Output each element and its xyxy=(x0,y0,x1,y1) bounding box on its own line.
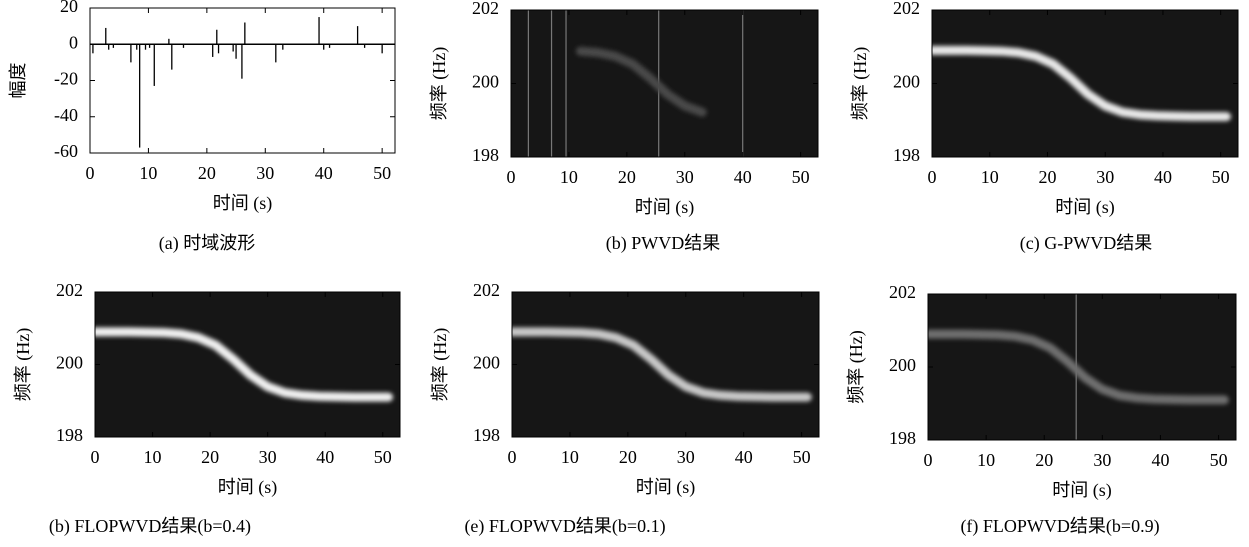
x-tick-label: 40 xyxy=(735,447,753,467)
x-tick-label: 30 xyxy=(256,163,274,183)
caption: (f) FLOPWVD结果(b=0.9) xyxy=(960,516,1159,537)
ridge xyxy=(512,327,812,402)
x-tick-label: 10 xyxy=(977,450,995,470)
plot-area xyxy=(90,17,395,148)
plot-area xyxy=(928,294,1236,440)
caption: (a) 时域波形 xyxy=(159,233,255,254)
x-tick-label: 20 xyxy=(1038,167,1056,187)
y-tick-label: 198 xyxy=(472,145,499,165)
x-axis-label: 时间 (s) xyxy=(218,477,278,498)
x-tick-label: 20 xyxy=(619,447,637,467)
panel: 0 10 20 30 40 50 198 200 202 时间 (s) 频率 (Hz) (c) G-P… xyxy=(850,0,1239,254)
x-tick-label: 0 xyxy=(507,167,516,187)
x-tick-label: 30 xyxy=(1096,167,1114,187)
x-tick-label: 0 xyxy=(86,163,95,183)
y-tick-label: 198 xyxy=(893,145,920,165)
y-axis-label: 频率 (Hz) xyxy=(846,330,867,403)
x-tick-label: 30 xyxy=(677,447,695,467)
y-tick-label: -20 xyxy=(54,69,78,89)
x-tick-label: 40 xyxy=(315,163,333,183)
x-tick-label: 10 xyxy=(981,167,999,187)
ridge xyxy=(576,46,707,117)
ridge xyxy=(95,327,393,402)
x-tick-label: 40 xyxy=(734,167,752,187)
background xyxy=(511,10,818,157)
panel: 0 10 20 30 40 50 198 200 202 时间 (s) 频率 (Hz) (f) FLO… xyxy=(846,282,1237,537)
x-tick-label: 20 xyxy=(201,447,219,467)
plot-area xyxy=(512,292,819,437)
y-tick-label: 200 xyxy=(893,72,920,92)
background xyxy=(928,294,1236,440)
y-axis-label: 频率 (Hz) xyxy=(430,328,451,401)
panel: 0 10 20 30 40 50 198 200 202 时间 (s) 频率 (Hz) (b) PWV… xyxy=(429,0,819,254)
axis-box xyxy=(89,7,396,154)
x-tick-label: 30 xyxy=(259,447,277,467)
x-tick-label: 50 xyxy=(793,447,811,467)
x-tick-label: 20 xyxy=(198,163,216,183)
caption: (e) FLOPWVD结果(b=0.1) xyxy=(464,516,665,537)
x-tick-label: 0 xyxy=(91,447,100,467)
y-tick-label: 198 xyxy=(56,425,83,445)
y-tick-label: 202 xyxy=(472,0,499,18)
x-tick-label: 50 xyxy=(373,163,391,183)
ridge xyxy=(932,45,1231,122)
y-tick-label: 198 xyxy=(473,425,500,445)
x-tick-label: 0 xyxy=(928,167,937,187)
y-axis-label: 频率 (Hz) xyxy=(850,47,871,120)
x-axis-label: 时间 (s) xyxy=(213,193,273,214)
plot-area xyxy=(95,292,400,437)
x-tick-label: 20 xyxy=(618,167,636,187)
x-tick-label: 10 xyxy=(561,447,579,467)
ridge xyxy=(928,329,1229,405)
panel: 0 10 20 30 40 50 198 200 202 时间 (s) 频率 (Hz) (b) FLO… xyxy=(13,280,401,537)
x-tick-label: 0 xyxy=(924,450,933,470)
y-tick-label: 202 xyxy=(473,280,500,300)
x-tick-label: 40 xyxy=(316,447,334,467)
caption: (b) PWVD结果 xyxy=(606,233,721,254)
x-tick-label: 30 xyxy=(676,167,694,187)
x-tick-label: 10 xyxy=(139,163,157,183)
panel: 0 10 20 30 40 50 198 200 202 时间 (s) 频率 (Hz) (e) FLO… xyxy=(430,280,820,537)
x-tick-label: 50 xyxy=(792,167,810,187)
plot-area xyxy=(511,10,818,157)
y-axis-label: 幅度 xyxy=(8,63,28,99)
x-axis-label: 时间 (s) xyxy=(636,477,696,498)
x-tick-label: 10 xyxy=(144,447,162,467)
x-tick-label: 40 xyxy=(1154,167,1172,187)
y-tick-label: 202 xyxy=(893,0,920,18)
x-tick-label: 40 xyxy=(1151,450,1169,470)
y-tick-label: 202 xyxy=(889,282,916,302)
panel: 0 10 20 30 40 50 -60 -40 -20 0 20 时间 (s) 幅度 (a) 时域波形 xyxy=(8,0,396,254)
background xyxy=(932,10,1238,157)
x-axis-label: 时间 (s) xyxy=(1052,480,1112,501)
y-tick-label: 0 xyxy=(69,32,78,52)
y-tick-label: 200 xyxy=(56,353,83,373)
x-axis-label: 时间 (s) xyxy=(1055,197,1115,218)
y-axis-label: 频率 (Hz) xyxy=(429,47,450,120)
y-tick-label: 200 xyxy=(473,353,500,373)
plot-area xyxy=(932,10,1238,157)
caption: (c) G-PWVD结果 xyxy=(1020,233,1152,254)
y-tick-label: 202 xyxy=(56,280,83,300)
caption: (b) FLOPWVD结果(b=0.4) xyxy=(49,516,251,537)
y-tick-label: 200 xyxy=(472,72,499,92)
y-axis-label: 频率 (Hz) xyxy=(13,328,34,401)
y-tick-label: 198 xyxy=(889,428,916,448)
y-tick-label: -40 xyxy=(54,105,78,125)
x-tick-label: 50 xyxy=(1210,450,1228,470)
y-tick-label: 200 xyxy=(889,355,916,375)
x-tick-label: 50 xyxy=(1212,167,1230,187)
y-tick-label: 20 xyxy=(60,0,78,16)
background xyxy=(512,292,819,437)
x-tick-label: 10 xyxy=(560,167,578,187)
y-tick-label: -60 xyxy=(54,141,78,161)
background xyxy=(95,292,400,437)
x-axis-label: 时间 (s) xyxy=(635,197,695,218)
x-tick-label: 30 xyxy=(1093,450,1111,470)
x-tick-label: 0 xyxy=(508,447,517,467)
x-tick-label: 20 xyxy=(1035,450,1053,470)
x-tick-label: 50 xyxy=(374,447,392,467)
